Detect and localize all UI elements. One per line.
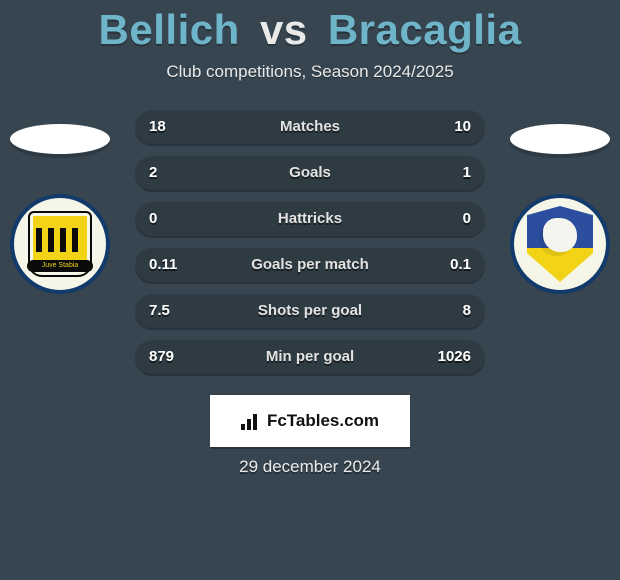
stat-right: 8 — [463, 294, 471, 328]
left-side: Juve Stabia — [0, 110, 120, 294]
team1-banner: Juve Stabia — [27, 260, 93, 272]
right-side — [500, 110, 620, 294]
stat-label: Goals per match — [135, 248, 485, 282]
player1-silhouette — [10, 124, 110, 154]
team1-badge-circle: Juve Stabia — [10, 194, 110, 294]
bar-chart-icon — [241, 412, 261, 430]
stat-right: 1 — [463, 156, 471, 190]
stat-label: Min per goal — [135, 340, 485, 374]
stat-label: Goals — [135, 156, 485, 190]
comparison-card: Bellich vs Bracaglia Club competitions, … — [0, 0, 620, 580]
team2-lion-icon — [543, 218, 577, 252]
player2-silhouette — [510, 124, 610, 154]
player1-name: Bellich — [99, 6, 240, 53]
vs-text: vs — [260, 6, 308, 53]
team1-stripes-icon — [36, 228, 84, 252]
stat-right: 10 — [454, 110, 471, 144]
stat-right: 0 — [463, 202, 471, 236]
player2-name: Bracaglia — [328, 6, 522, 53]
subtitle: Club competitions, Season 2024/2025 — [0, 62, 620, 82]
team2-badge-circle — [510, 194, 610, 294]
stat-row: 0.11 Goals per match 0.1 — [135, 248, 485, 282]
team1-badge: Juve Stabia — [10, 194, 110, 294]
stat-label: Shots per goal — [135, 294, 485, 328]
date-text: 29 december 2024 — [0, 457, 620, 477]
watermark-text: FcTables.com — [267, 411, 379, 431]
stat-row: 7.5 Shots per goal 8 — [135, 294, 485, 328]
stat-label: Hattricks — [135, 202, 485, 236]
stat-row: 879 Min per goal 1026 — [135, 340, 485, 374]
page-title: Bellich vs Bracaglia — [0, 0, 620, 54]
stat-label: Matches — [135, 110, 485, 144]
stat-right: 1026 — [438, 340, 471, 374]
watermark: FcTables.com — [210, 395, 410, 447]
team2-badge — [510, 194, 610, 294]
stat-row: 2 Goals 1 — [135, 156, 485, 190]
stat-row: 18 Matches 10 — [135, 110, 485, 144]
stat-row: 0 Hattricks 0 — [135, 202, 485, 236]
stat-right: 0.1 — [450, 248, 471, 282]
stats-table: 18 Matches 10 2 Goals 1 0 Hattricks 0 0.… — [135, 110, 485, 386]
